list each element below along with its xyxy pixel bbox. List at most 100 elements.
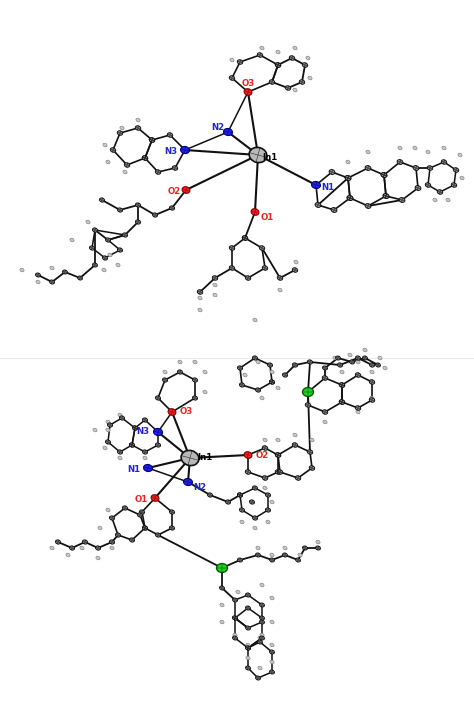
Ellipse shape [260,46,264,50]
Ellipse shape [345,176,351,180]
Ellipse shape [129,443,135,447]
Ellipse shape [119,416,125,420]
Ellipse shape [356,373,361,377]
Ellipse shape [155,396,161,400]
Text: N3: N3 [164,147,178,157]
Ellipse shape [256,546,260,550]
Ellipse shape [181,450,199,465]
Ellipse shape [132,426,137,430]
Ellipse shape [269,380,274,384]
Ellipse shape [255,388,261,392]
Ellipse shape [433,198,437,202]
Ellipse shape [305,403,311,407]
Ellipse shape [103,446,107,450]
Ellipse shape [92,263,98,267]
Ellipse shape [260,636,264,640]
Ellipse shape [132,426,137,430]
Ellipse shape [233,633,237,637]
Text: In1: In1 [197,453,213,462]
Ellipse shape [143,418,147,422]
Ellipse shape [110,148,116,152]
Ellipse shape [36,273,40,277]
Ellipse shape [142,156,148,160]
Ellipse shape [283,546,287,550]
Ellipse shape [177,370,182,374]
Ellipse shape [244,89,252,95]
Ellipse shape [50,266,54,270]
Ellipse shape [219,566,225,570]
Ellipse shape [118,248,123,252]
Ellipse shape [246,666,250,670]
Ellipse shape [339,383,345,387]
Ellipse shape [337,363,343,367]
Ellipse shape [246,646,250,650]
Ellipse shape [233,636,237,640]
Ellipse shape [305,390,311,394]
Ellipse shape [149,137,155,142]
Ellipse shape [276,50,280,54]
Ellipse shape [356,406,361,410]
Ellipse shape [135,125,141,130]
Text: N2: N2 [193,482,207,491]
Ellipse shape [123,170,127,174]
Ellipse shape [413,146,417,150]
Ellipse shape [172,166,178,171]
Ellipse shape [308,360,312,364]
Ellipse shape [78,276,82,280]
Ellipse shape [299,80,305,85]
Ellipse shape [116,533,120,537]
Ellipse shape [116,263,120,266]
Ellipse shape [244,452,252,458]
Ellipse shape [363,356,367,360]
Ellipse shape [98,526,102,530]
Ellipse shape [136,220,140,224]
Ellipse shape [95,546,100,550]
Ellipse shape [197,290,203,294]
Ellipse shape [86,220,90,224]
Ellipse shape [220,603,224,607]
Ellipse shape [143,526,147,530]
Text: O1: O1 [260,212,273,221]
Ellipse shape [246,656,250,660]
Ellipse shape [283,373,288,377]
Ellipse shape [315,202,321,207]
Ellipse shape [229,266,235,270]
Ellipse shape [153,496,157,500]
Ellipse shape [82,540,88,544]
Ellipse shape [144,465,153,472]
Ellipse shape [96,556,100,560]
Ellipse shape [136,203,140,207]
Ellipse shape [183,479,192,486]
Ellipse shape [451,183,457,188]
Ellipse shape [383,194,389,198]
Ellipse shape [93,428,97,432]
Ellipse shape [70,546,74,550]
Ellipse shape [253,486,257,490]
Ellipse shape [263,439,267,442]
Ellipse shape [365,204,371,209]
Ellipse shape [260,620,264,624]
Ellipse shape [251,209,259,215]
Ellipse shape [220,620,224,624]
Ellipse shape [259,246,265,250]
Ellipse shape [226,500,230,504]
Ellipse shape [369,380,375,384]
Ellipse shape [90,246,94,250]
Ellipse shape [108,253,112,257]
Ellipse shape [213,283,217,287]
Ellipse shape [163,370,167,374]
Ellipse shape [275,63,281,67]
Ellipse shape [246,643,250,647]
Ellipse shape [307,450,313,454]
Ellipse shape [219,586,225,590]
Ellipse shape [336,356,340,360]
Ellipse shape [260,396,264,400]
Ellipse shape [458,153,462,157]
Ellipse shape [262,266,268,270]
Ellipse shape [118,450,123,454]
Ellipse shape [170,510,174,514]
Ellipse shape [240,520,244,524]
Ellipse shape [117,130,123,135]
Ellipse shape [217,563,228,572]
Ellipse shape [120,126,124,130]
